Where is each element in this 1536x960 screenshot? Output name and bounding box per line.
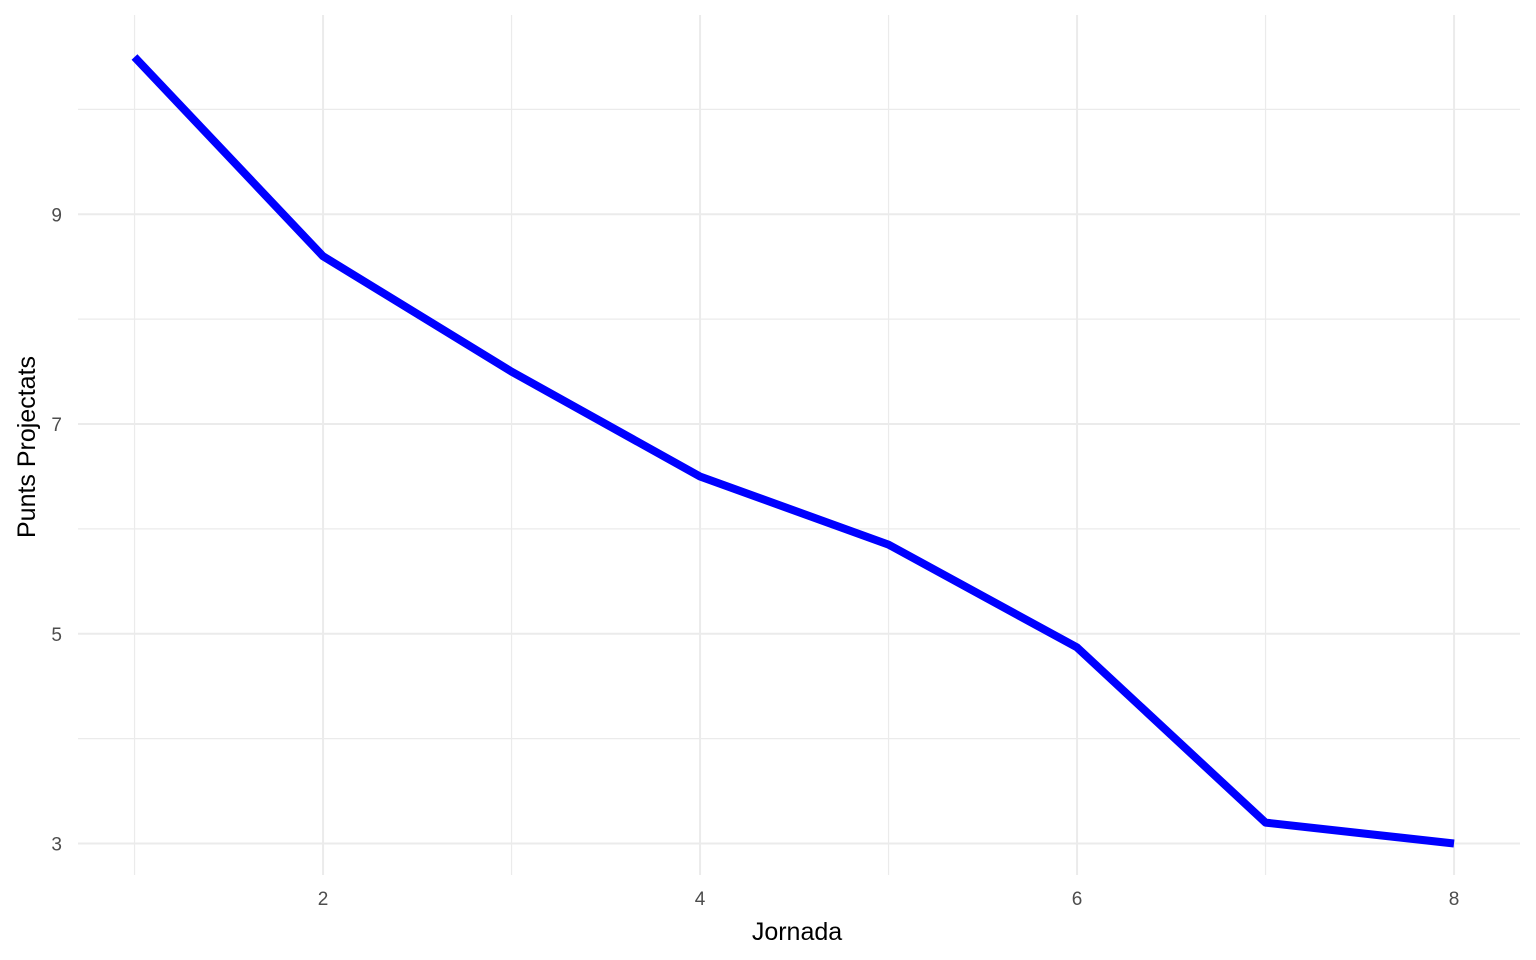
series-layer <box>131 54 1455 848</box>
x-tick-label: 6 <box>1072 889 1083 910</box>
grid-lines <box>78 15 1520 875</box>
x-axis-tick-labels: 2 4 6 8 <box>318 889 1460 910</box>
x-axis-title: Jornada <box>752 918 842 946</box>
y-tick-label: 9 <box>51 205 62 226</box>
x-tick-label: 2 <box>318 889 329 910</box>
y-tick-label: 5 <box>51 625 62 646</box>
y-tick-label: 3 <box>51 835 62 856</box>
y-tick-label: 7 <box>51 415 62 436</box>
y-axis-tick-labels: 3 5 7 9 <box>51 205 62 855</box>
y-axis-title: Punts Projectats <box>13 356 41 538</box>
x-tick-label: 8 <box>1449 889 1460 910</box>
series-line <box>131 54 1455 848</box>
x-tick-label: 4 <box>695 889 706 910</box>
